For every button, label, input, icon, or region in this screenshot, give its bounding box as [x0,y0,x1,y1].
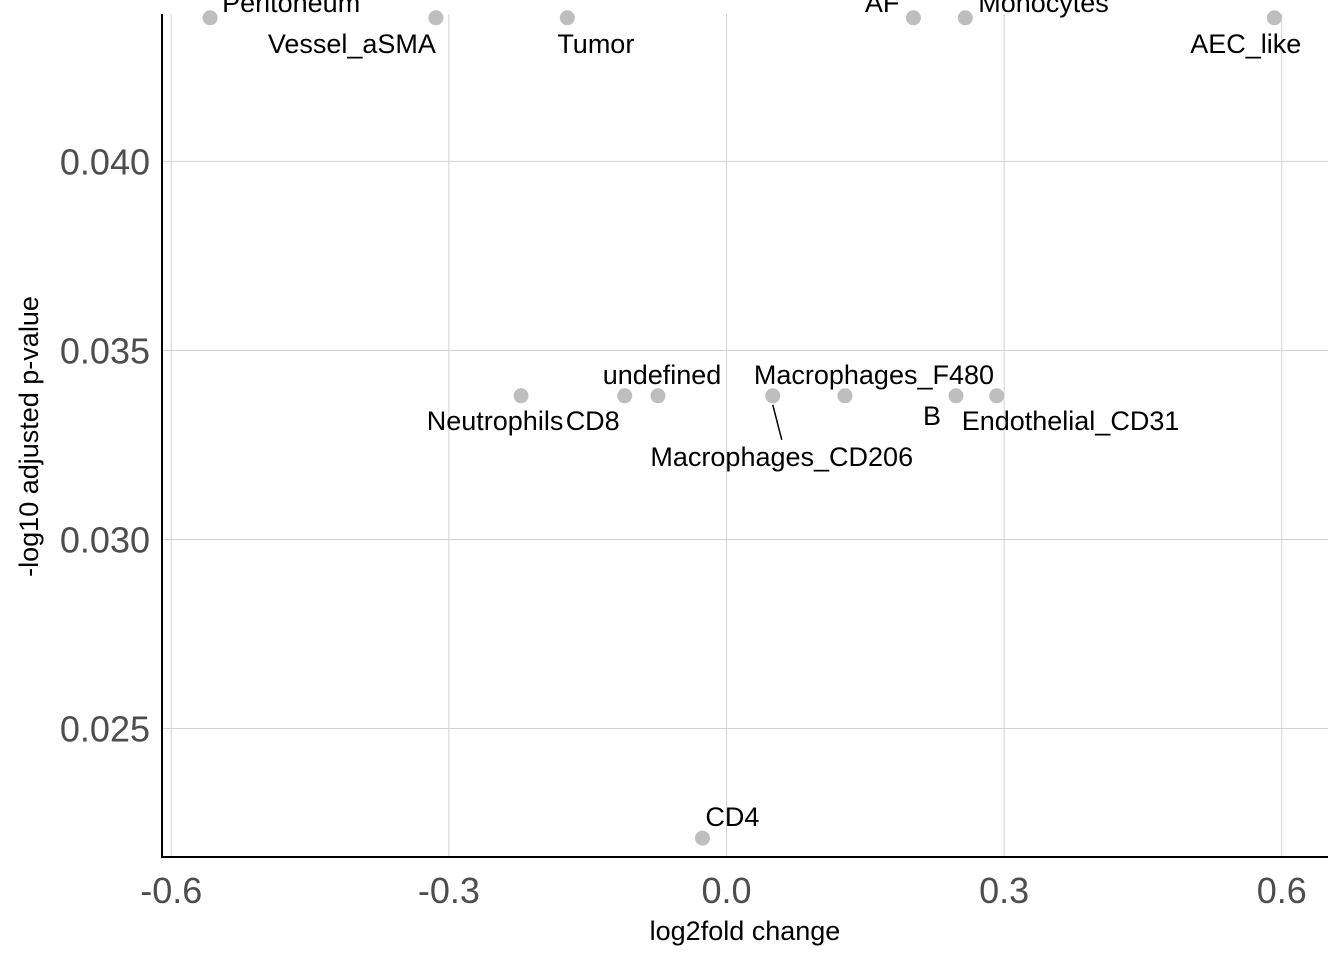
axes [161,14,1328,858]
scatter-point [428,10,444,26]
point-label: Macrophages_CD206 [650,442,913,472]
point-label: CD8 [566,406,620,436]
y-tick-label: 0.025 [60,708,150,749]
scatter-point [837,388,853,404]
scatter-point [1266,10,1282,26]
point-label: Monocytes [978,0,1109,18]
point-label: CD4 [705,802,759,832]
x-tick-label: 0.3 [979,870,1029,911]
point-label: Macrophages_F480 [754,360,994,390]
point-label: undefined [603,360,722,390]
scatter-point [957,10,973,26]
x-tick-label: 0.6 [1257,870,1307,911]
scatter-point [948,388,964,404]
scatter-point [905,10,921,26]
scatter-point [765,388,781,404]
y-tick-label: 0.040 [60,141,150,182]
point-label: AF [865,0,900,18]
y-tick-label: 0.030 [60,519,150,560]
y-tick-label: 0.035 [60,330,150,371]
x-tick-label: -0.6 [140,870,202,911]
data-points [202,10,1282,846]
point-label: Peritoneum [222,0,360,18]
point-label: Vessel_aSMA [268,29,436,59]
point-label: Tumor [557,29,634,59]
point-label: Neutrophils [427,406,564,436]
x-tick-label: 0.0 [701,870,751,911]
point-labels: Peritoneum Vessel_aSMA Tumor AF Monocytes AEC… [222,0,1301,832]
label-leader-line [772,404,783,440]
scatter-point [559,10,575,26]
point-label: Endothelial_CD31 [962,406,1180,436]
x-axis-title: log2fold change [650,916,841,946]
scatter-point [617,388,633,404]
scatter-point [989,388,1005,404]
label-leader-lines [772,404,783,440]
x-tick-label: -0.3 [418,870,480,911]
scatter-point [513,388,529,404]
point-label: AEC_like [1190,29,1301,59]
scatter-point [694,830,710,846]
y-axis-title: -log10 adjusted p-value [14,296,44,577]
point-label: B [923,401,941,431]
tick-labels: -0.6 -0.3 0.0 0.3 0.6 0.025 0.030 0.035 0.040 [60,141,1307,911]
grid-lines [162,14,1328,857]
scatter-point [650,388,666,404]
scatter-point [202,10,218,26]
